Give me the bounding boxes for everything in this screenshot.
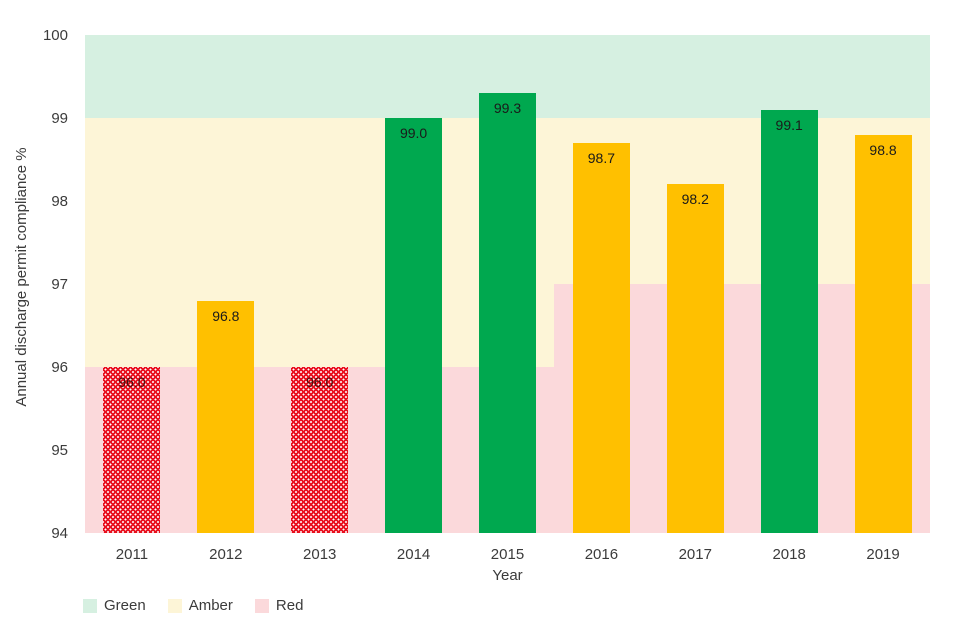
x-tick-2013: 2013 [303,546,337,563]
bar-value-label: 96.0 [306,374,334,390]
bar-2014 [385,118,443,533]
x-tick-2016: 2016 [584,546,619,563]
bar-2017 [666,184,724,533]
legend-label: Red [275,597,304,614]
x-tick-2019: 2019 [866,546,900,563]
amber-threshold-zone [85,118,555,367]
y-tick-96: 96 [51,358,68,376]
plot-area: 96.0 96.8 96.0 99.0 99.3 98.7 98.2 99.1 98.8 [85,35,930,533]
bar-2011 [103,367,161,533]
x-tick-2011: 2011 [115,546,149,563]
bar-value-label: 98.2 [681,191,709,208]
bar-value-label: 99.3 [493,100,522,117]
amber-swatch-icon [167,598,182,613]
legend-label: Amber [188,597,233,614]
y-tick-99: 99 [51,109,68,127]
bar-2012 [197,300,255,533]
y-tick-95: 95 [51,441,68,459]
bar-2013 [291,367,349,533]
legend: Green Amber Red [83,597,303,614]
y-tick-94: 94 [51,524,68,542]
y-tick-97: 97 [51,275,68,293]
legend-item-green: Green [83,597,146,614]
x-tick-2012: 2012 [209,546,243,563]
bar-value-label: 96.8 [212,307,240,324]
x-axis-title: Year [492,567,523,584]
bar-2016 [572,142,630,533]
bar-value-label: 99.0 [399,125,428,141]
green-swatch-icon [83,598,97,613]
x-tick-2017: 2017 [678,546,712,563]
y-tick-100: 100 [42,26,68,44]
x-tick-2015: 2015 [490,546,525,563]
legend-label: Green [104,597,146,614]
bar-value-label: 98.7 [587,149,615,166]
y-tick-98: 98 [51,192,68,210]
x-tick-2014: 2014 [396,546,431,563]
x-tick-2018: 2018 [772,546,806,563]
bar-value-label: 98.8 [869,141,897,158]
bar-2018 [760,109,818,533]
bar-value-label: 99.1 [775,116,803,133]
legend-item-red: Red [254,597,304,614]
bar-value-label: 96.0 [118,374,146,390]
red-swatch-icon [254,598,269,613]
bar-2019 [854,134,912,533]
bar-2015 [479,93,536,533]
legend-item-amber: Amber [167,597,233,614]
